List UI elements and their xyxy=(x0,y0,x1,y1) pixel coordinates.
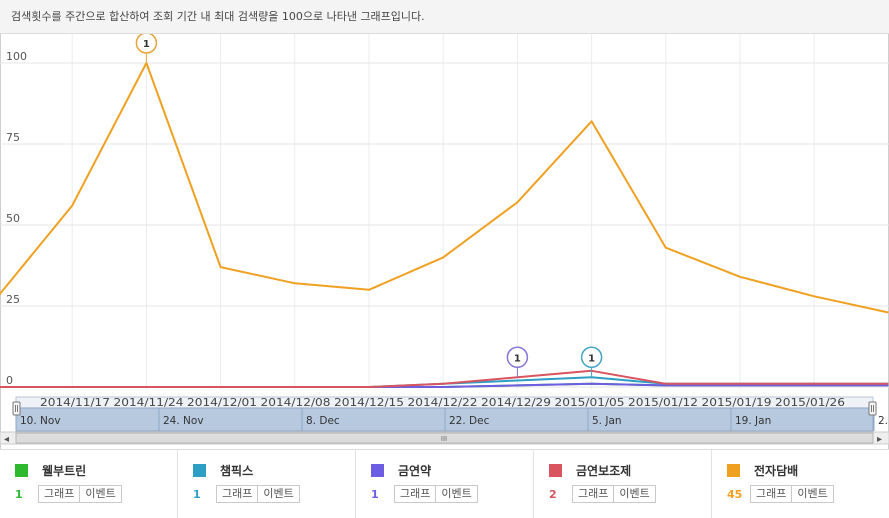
legend-item-wellbutrin: 웰부트린 1 그래프 이벤트 xyxy=(0,450,178,518)
series-line xyxy=(0,62,889,314)
navigator-handle[interactable] xyxy=(12,401,21,416)
navigator-date-label: 2014/12/22 xyxy=(408,397,478,409)
graph-toggle-button[interactable]: 그래프 xyxy=(38,485,81,503)
scroll-right-arrow-icon[interactable]: ▸ xyxy=(877,434,882,445)
event-marker[interactable]: 1 xyxy=(506,346,529,378)
legend-name: 챔픽스 xyxy=(220,463,254,478)
event-marker-label: 1 xyxy=(143,39,150,50)
y-tick-label: 100 xyxy=(6,50,27,63)
event-marker-circle xyxy=(506,346,529,369)
navigator-month-label: 2. xyxy=(878,415,888,427)
legend-count: 1 xyxy=(371,487,379,501)
navigator-date-label: 2014/12/15 xyxy=(334,397,404,409)
navigator-month-label: 5. Jan xyxy=(592,415,622,427)
navigator-date-label: 2014/12/29 xyxy=(481,397,551,409)
event-toggle-button[interactable]: 이벤트 xyxy=(436,485,478,503)
event-toggle-button[interactable]: 이벤트 xyxy=(614,485,656,503)
legend-name: 금연약 xyxy=(398,463,432,478)
navigator-date-label: 2015/01/05 xyxy=(555,397,625,409)
navigator-date-label: 2014/12/01 xyxy=(187,397,257,409)
y-tick-label: 25 xyxy=(6,293,20,306)
legend-swatch xyxy=(193,463,206,477)
y-tick-label: 75 xyxy=(6,131,20,144)
y-tick-label: 50 xyxy=(6,212,20,225)
navigator-date-label: 2014/11/24 xyxy=(114,397,184,409)
range-navigator[interactable]: 2014/11/17 2014/11/24 2014/12/01 2014/12/08… xyxy=(12,396,888,432)
navigator-date-label: 2014/12/08 xyxy=(261,397,331,409)
y-tick-label: 0 xyxy=(6,374,13,387)
navigator-handle-body xyxy=(12,401,21,416)
navigator-month-label: 24. Nov xyxy=(163,415,204,427)
navigator-handle-body xyxy=(868,401,877,416)
event-marker[interactable]: 1 xyxy=(580,346,603,378)
graph-toggle-button[interactable]: 그래프 xyxy=(572,485,615,503)
legend-count: 2 xyxy=(549,487,557,501)
scroll-left-arrow-icon[interactable]: ◂ xyxy=(4,434,9,445)
navigator-month-label: 22. Dec xyxy=(449,415,490,427)
event-toggle-button[interactable]: 이벤트 xyxy=(792,485,834,503)
series-line xyxy=(0,369,889,388)
legend-swatch xyxy=(727,463,740,477)
graph-toggle-button[interactable]: 그래프 xyxy=(394,485,437,503)
navigator-month-label: 19. Jan xyxy=(735,415,771,427)
navigator-date-label: 2015/01/19 xyxy=(702,397,772,409)
legend-swatch xyxy=(549,463,562,477)
legend: 웰부트린 1 그래프 이벤트 챔픽스 1 그래프 이벤트 금연약 1 그래프 이… xyxy=(0,449,889,518)
legend-item-quit-medicine: 금연약 1 그래프 이벤트 xyxy=(356,450,534,518)
y-axis-ticks: 0 25 50 75 100 xyxy=(6,50,27,387)
navigator-date-label: 2014/11/17 xyxy=(40,397,110,409)
graph-toggle-button[interactable]: 그래프 xyxy=(216,485,259,503)
legend-swatch xyxy=(371,463,384,477)
scrollbar-thumb[interactable] xyxy=(15,432,874,444)
scrollbar-grip[interactable]: III xyxy=(441,435,447,443)
legend-item-e-cigarette: 전자담배 45 그래프 이벤트 xyxy=(712,450,889,518)
event-marker[interactable]: 1 xyxy=(135,34,158,63)
legend-swatch xyxy=(15,463,28,477)
legend-name: 전자담배 xyxy=(754,463,799,478)
legend-name: 웰부트린 xyxy=(42,463,87,478)
chart-notice: 검색횟수를 주간으로 합산하여 조회 기간 내 최대 검색량을 100으로 나타… xyxy=(0,0,889,34)
event-markers[interactable]: 1 1 1 xyxy=(135,34,603,378)
range-scrollbar[interactable]: ◂ ▸ III xyxy=(0,431,889,445)
navigator-month-label: 10. Nov xyxy=(20,415,61,427)
legend-count: 45 xyxy=(727,487,743,501)
navigator-date-label: 2015/01/12 xyxy=(628,397,698,409)
event-marker-circle xyxy=(580,346,603,369)
event-toggle-button[interactable]: 이벤트 xyxy=(80,485,122,503)
legend-item-champix: 챔픽스 1 그래프 이벤트 xyxy=(178,450,356,518)
graph-toggle-button[interactable]: 그래프 xyxy=(750,485,793,503)
legend-count: 1 xyxy=(193,487,201,501)
legend-name: 금연보조제 xyxy=(576,463,632,478)
navigator-date-label: 2015/01/26 xyxy=(775,397,845,409)
navigator-handle[interactable] xyxy=(868,401,877,416)
event-marker-label: 1 xyxy=(588,353,595,364)
event-marker-circle xyxy=(135,34,158,54)
navigator-month-label: 8. Dec xyxy=(306,415,340,427)
legend-count: 1 xyxy=(15,487,23,501)
event-marker-label: 1 xyxy=(514,353,521,364)
legend-item-quit-aid: 금연보조제 2 그래프 이벤트 xyxy=(534,450,712,518)
event-toggle-button[interactable]: 이벤트 xyxy=(258,485,300,503)
